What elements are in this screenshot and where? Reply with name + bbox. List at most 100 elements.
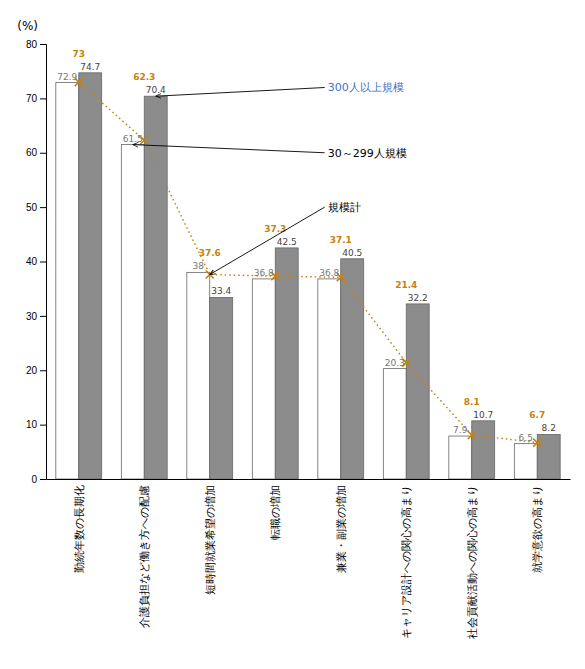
x-tick-label: 社会貢献活動への関心の高まり — [466, 485, 478, 639]
x-axis-line — [47, 479, 571, 480]
x-tick: 勤続年数の長期化 — [73, 485, 85, 573]
annotation: 30～299人規模 — [328, 147, 407, 160]
y-tick-mark — [40, 370, 46, 371]
y-tick: 80 — [26, 39, 46, 50]
y-axis: 0 10 20 30 40 50 60 70 80 — [26, 39, 47, 485]
x-tick-label: 就学意欲の高まり — [531, 485, 543, 573]
bar — [210, 297, 233, 479]
data-label: 10.7 — [473, 410, 493, 420]
x-axis: 勤続年数の長期化 介護負担など働き方への配慮 短時間就業希望の増加 転職の増加 兼業・副… — [47, 480, 571, 640]
bar — [187, 272, 210, 479]
bar — [318, 279, 341, 479]
y-tick-label: 40 — [26, 256, 38, 267]
y-tick-label: 0 — [31, 474, 37, 485]
x-tick-label: キャリア設計への関心の高まり — [400, 485, 412, 639]
y-tick: 50 — [26, 202, 46, 213]
data-label: 61.5 — [123, 134, 143, 144]
y-tick-mark — [40, 44, 46, 45]
y-tick-label: 10 — [26, 419, 38, 430]
chart: 0 10 20 30 40 50 60 70 80 勤続年数の長期化 介護負担など働き方への配慮 短時… — [0, 0, 585, 669]
bar — [56, 83, 79, 479]
y-tick-mark — [40, 425, 46, 426]
x-tick: 就学意欲の高まり — [531, 485, 543, 573]
y-tick: 40 — [26, 256, 46, 267]
annotation: 規模計 — [328, 201, 361, 214]
line-marker — [533, 439, 541, 447]
data-label: 70.4 — [146, 85, 166, 95]
data-label: 21.4 — [395, 280, 417, 290]
bar — [79, 73, 102, 479]
y-tick-mark — [40, 262, 46, 263]
bar — [144, 96, 167, 479]
data-label: 8.2 — [542, 423, 556, 433]
data-label: 7.9 — [453, 425, 468, 435]
plot: 0 10 20 30 40 50 60 70 80 勤続年数の長期化 介護負担など働き方への配慮 短時… — [17, 19, 570, 639]
data-labels: 72.9 61.5 38 36.8 36.8 20.3 7.9 6.5 74.7 70.4 33.4… — [57, 49, 556, 443]
bar — [406, 304, 429, 479]
data-label: 38 — [193, 261, 205, 271]
y-tick-label: 20 — [26, 365, 38, 376]
y-tick-label: 30 — [26, 311, 38, 322]
y-tick: 70 — [26, 93, 46, 104]
data-label: 74.7 — [80, 62, 100, 72]
bar — [472, 421, 495, 479]
y-tick-mark — [40, 153, 46, 154]
data-label: 73 — [72, 49, 85, 59]
data-label: 36.8 — [254, 268, 274, 278]
data-label: 33.4 — [211, 286, 231, 296]
data-label: 20.3 — [385, 358, 405, 368]
bar — [252, 279, 275, 479]
bar-series — [79, 73, 560, 479]
y-tick-label: 50 — [26, 202, 38, 213]
annotation-arrow — [210, 207, 325, 274]
y-tick-label: 80 — [26, 39, 38, 50]
x-tick: 短時間就業希望の増加 — [204, 485, 216, 595]
y-tick-label: 60 — [26, 147, 38, 158]
y-tick: 20 — [26, 365, 46, 376]
data-label: 37.1 — [330, 235, 352, 245]
bar-series — [56, 83, 537, 479]
y-tick-mark — [40, 479, 46, 480]
bar — [341, 259, 364, 479]
data-label: 8.1 — [464, 397, 480, 407]
data-label: 40.5 — [342, 248, 362, 258]
x-tick-label: 勤続年数の長期化 — [73, 485, 85, 573]
data-label: 72.9 — [57, 72, 77, 82]
annotations: 300人以上規模 30～299人規模規模計 — [133, 81, 407, 274]
bar — [449, 436, 472, 479]
bar — [537, 434, 560, 479]
data-label: 36.8 — [319, 268, 339, 278]
bar — [121, 145, 144, 479]
x-tick-label: 転職の増加 — [269, 485, 281, 540]
y-tick: 60 — [26, 147, 46, 158]
x-tick: 兼業・副業の増加 — [335, 485, 347, 573]
annotation-arrow — [156, 88, 325, 97]
y-tick-label: 70 — [26, 93, 38, 104]
y-tick-mark — [40, 98, 46, 99]
x-tick-label: 介護負担など働き方への配慮 — [138, 485, 150, 628]
line-marker — [468, 431, 476, 439]
data-label: 6.5 — [519, 433, 533, 443]
y-tick: 30 — [26, 311, 46, 322]
x-tick: 介護負担など働き方への配慮 — [138, 485, 150, 628]
x-tick: キャリア設計への関心の高まり — [400, 485, 412, 639]
marks — [56, 73, 560, 479]
x-tick: 社会貢献活動への関心の高まり — [466, 485, 478, 639]
data-label: 37.6 — [199, 248, 221, 258]
x-tick-label: 兼業・副業の増加 — [335, 485, 347, 573]
y-tick: 10 — [26, 419, 46, 430]
annotation-arrow — [133, 145, 325, 153]
x-tick: 転職の増加 — [269, 485, 281, 540]
data-label: 62.3 — [133, 72, 155, 82]
bar — [383, 369, 406, 479]
x-tick-label: 短時間就業希望の増加 — [204, 485, 216, 595]
data-label: 6.7 — [529, 410, 545, 420]
bar — [514, 444, 537, 479]
y-tick-mark — [40, 207, 46, 208]
y-axis-title: (%) — [17, 19, 38, 33]
line — [79, 82, 538, 443]
y-axis-line — [40, 45, 47, 480]
annotation: 300人以上規模 — [328, 81, 404, 94]
data-label: 42.5 — [277, 237, 297, 247]
data-label: 32.2 — [408, 293, 428, 303]
